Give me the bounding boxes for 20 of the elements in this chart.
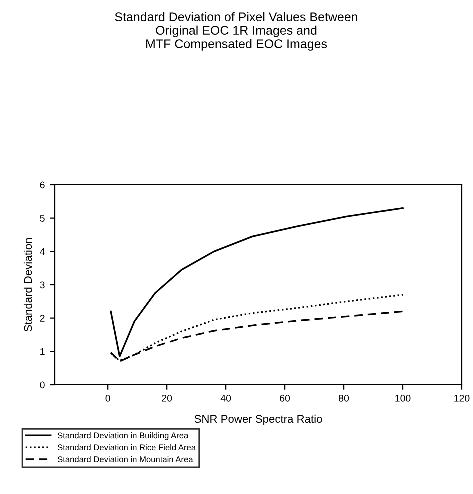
y-tick-label: 3 bbox=[40, 282, 45, 289]
y-tick-label: 2 bbox=[40, 315, 45, 322]
y-tick-label: 0 bbox=[40, 382, 45, 389]
legend-label: Standard Deviation in Mountain Area bbox=[58, 456, 194, 462]
legend-label: Standard Deviation in Rice Field Area bbox=[58, 444, 196, 451]
x-tick-label: 100 bbox=[396, 394, 411, 402]
y-tick-label: 1 bbox=[40, 348, 45, 356]
x-tick-label: 80 bbox=[339, 394, 350, 402]
chart-title: Standard Deviation of Pixel Values Between Original EOC 1R Images and MTF Compensated EOC Images bbox=[115, 12, 358, 51]
x-axis-title: SNR Power Spectra Ratio bbox=[194, 414, 322, 426]
y-axis-title: Standard Deviation bbox=[24, 238, 32, 332]
x-tick-label: 60 bbox=[280, 394, 290, 402]
y-tick-label: 5 bbox=[40, 215, 45, 222]
x-tick-label: 0 bbox=[106, 394, 110, 402]
y-tick-label: 4 bbox=[40, 248, 45, 256]
x-tick-label: 120 bbox=[454, 394, 470, 402]
legend-label: Standard Deviation in Building Area bbox=[58, 432, 189, 440]
x-tick-label: 40 bbox=[220, 394, 232, 402]
y-tick-label: 6 bbox=[40, 182, 45, 189]
x-tick-label: 20 bbox=[162, 394, 172, 402]
